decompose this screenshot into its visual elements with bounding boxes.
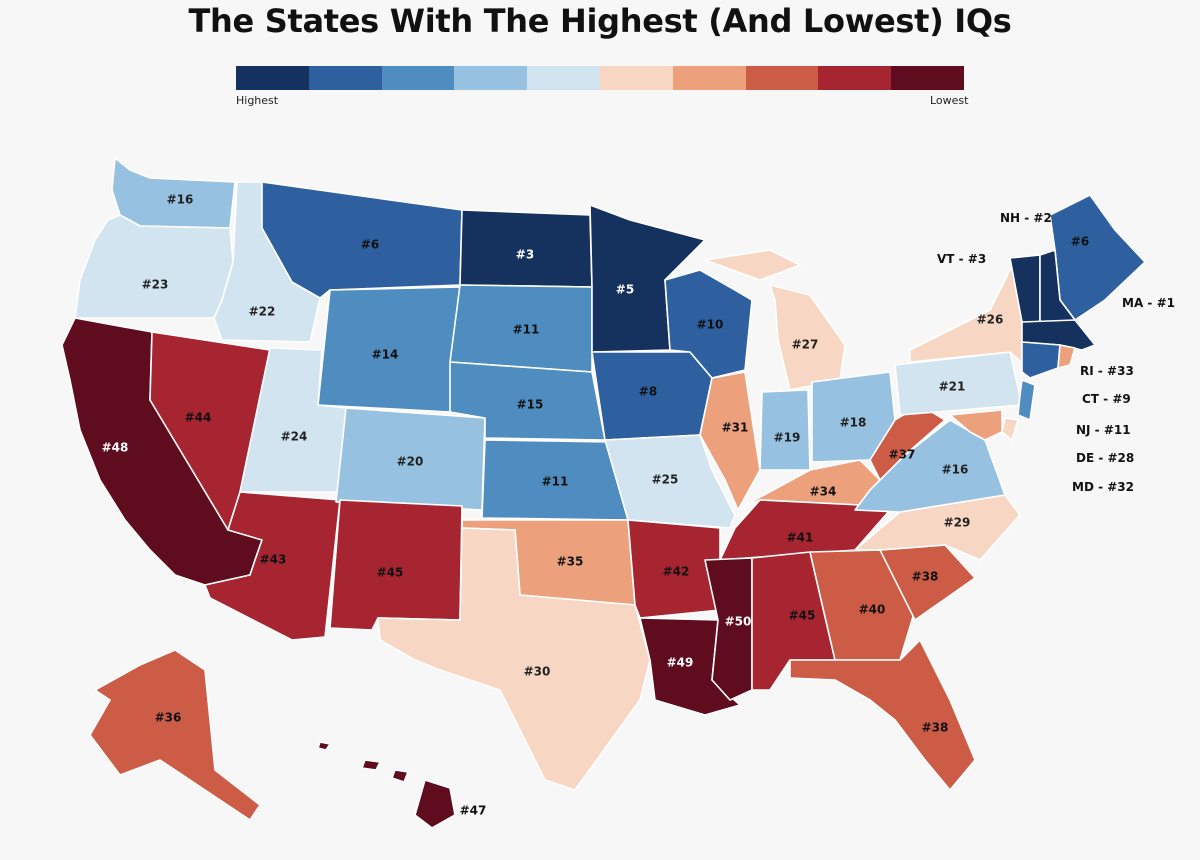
color-legend (236, 66, 964, 90)
chart-title: The States With The Highest (And Lowest)… (188, 2, 1012, 40)
legend-swatch-5 (527, 66, 600, 90)
state-il (699, 371, 761, 511)
rank-label-nd: #3 (516, 248, 534, 262)
state-tx (377, 527, 651, 791)
state-de (1001, 417, 1019, 441)
legend-swatch-10 (891, 66, 964, 90)
rank-label-co: #20 (397, 455, 424, 469)
legend-swatch-4 (454, 66, 528, 90)
rank-label-ia: #8 (639, 385, 657, 399)
state-or (74, 214, 234, 319)
rank-label-me: #6 (1071, 235, 1089, 249)
state-ne (449, 361, 606, 441)
state-md (949, 409, 1003, 441)
rank-label-wa: #16 (167, 193, 194, 207)
rank-label-mt: #6 (361, 238, 379, 252)
rank-label-al: #45 (789, 609, 816, 623)
state-ct (1021, 341, 1061, 379)
rank-label-or: #23 (142, 278, 169, 292)
rank-label-in: #19 (774, 431, 801, 445)
state-ar (627, 519, 721, 619)
rank-label-id: #22 (249, 305, 276, 319)
state-ri (1057, 344, 1076, 369)
rank-label-mn: #5 (616, 283, 634, 297)
rank-label-wi: #10 (697, 318, 724, 332)
callout-nh: NH - #2 (1000, 211, 1052, 225)
rank-label-la: #49 (667, 656, 694, 670)
callout-de: DE - #28 (1076, 451, 1135, 465)
rank-label-nc: #29 (944, 516, 971, 530)
rank-label-wv: #37 (889, 448, 916, 462)
legend-swatch-8 (745, 66, 819, 90)
rank-label-ak: #36 (155, 711, 182, 725)
rank-label-hi: #47 (460, 804, 487, 818)
rank-label-ga: #40 (859, 603, 886, 617)
rank-label-wy: #14 (372, 348, 399, 362)
rank-label-tx: #30 (524, 665, 551, 679)
state-ak (89, 649, 261, 821)
state-az (204, 491, 341, 641)
rank-label-sd: #11 (513, 323, 540, 337)
legend-swatch-7 (672, 66, 746, 90)
rank-label-ut: #24 (281, 430, 308, 444)
rank-label-ne: #15 (517, 398, 544, 412)
rank-label-pa: #21 (939, 380, 966, 394)
legend-swatch-1 (236, 66, 309, 90)
legend-swatch-6 (599, 66, 673, 90)
rank-label-ny: #26 (977, 313, 1004, 327)
rank-label-il: #31 (722, 421, 749, 435)
rank-label-mo: #25 (652, 473, 679, 487)
rank-label-mi: #27 (792, 338, 819, 352)
callout-ri: RI - #33 (1080, 364, 1134, 378)
callout-nj: NJ - #11 (1076, 423, 1131, 437)
rank-label-ms: #50 (725, 615, 752, 629)
legend-swatch-2 (308, 66, 382, 90)
rank-label-ky: #34 (810, 485, 837, 499)
legend-swatch-9 (818, 66, 892, 90)
legend-lowest-label: Lowest (930, 94, 969, 107)
state-wv (869, 404, 946, 481)
rank-label-ks: #11 (542, 475, 569, 489)
legend-swatch-3 (381, 66, 455, 90)
rank-label-oh: #18 (840, 416, 867, 430)
state-wi (664, 269, 753, 379)
callout-ma: MA - #1 (1122, 296, 1175, 310)
rank-label-nm: #45 (377, 566, 404, 580)
state-hi (317, 741, 456, 829)
rank-label-nv: #44 (185, 411, 212, 425)
state-nj (1017, 379, 1036, 421)
rank-label-az: #43 (260, 553, 287, 567)
rank-label-ok: #35 (557, 555, 584, 569)
state-fl (789, 639, 976, 791)
rank-label-sc: #38 (912, 570, 939, 584)
rank-label-tn: #41 (787, 531, 814, 545)
rank-label-fl: #38 (922, 721, 949, 735)
rank-label-ar: #42 (663, 565, 690, 579)
rank-label-va: #16 (942, 463, 969, 477)
rank-label-ca: #48 (102, 441, 129, 455)
callout-md: MD - #32 (1072, 480, 1134, 494)
callout-ct: CT - #9 (1082, 392, 1131, 406)
callout-vt: VT - #3 (937, 252, 987, 266)
legend-highest-label: Highest (236, 94, 279, 107)
